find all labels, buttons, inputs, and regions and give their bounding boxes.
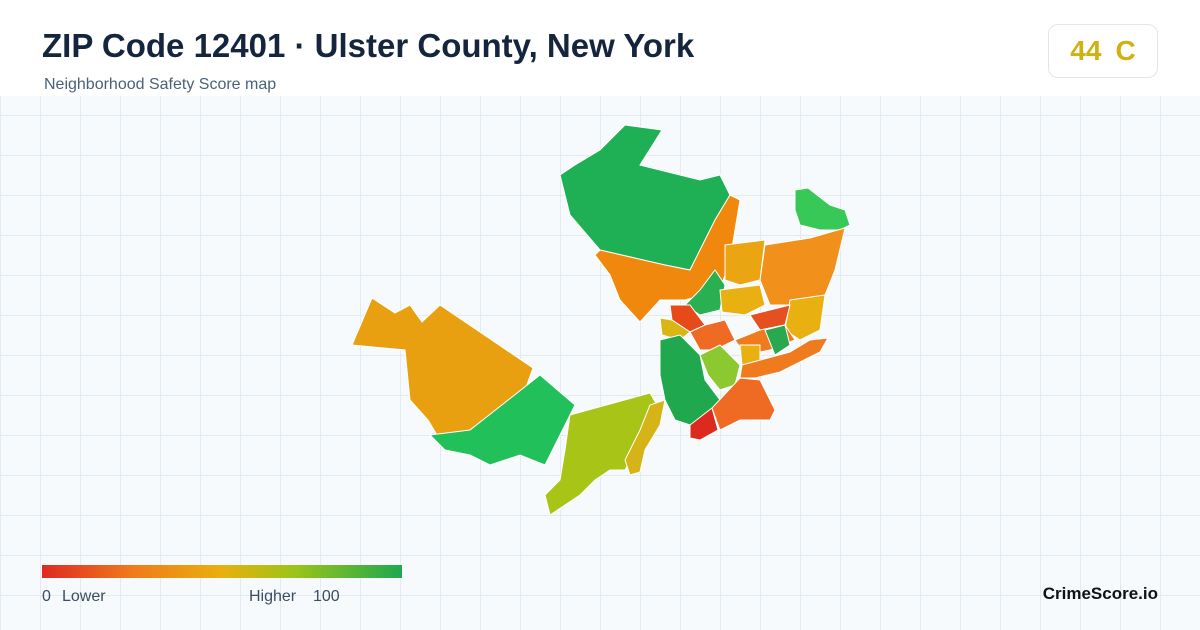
area xyxy=(428,374,576,466)
legend-max: 100 xyxy=(313,588,340,605)
title: ZIP Code 12401 · Ulster County, New York xyxy=(42,27,695,64)
header xyxy=(0,0,1200,96)
area xyxy=(689,407,719,441)
legend-bar xyxy=(42,565,402,578)
area xyxy=(759,227,846,306)
score-badge: 44 C xyxy=(1048,24,1158,78)
legend-min-label: Lower xyxy=(62,588,106,605)
area xyxy=(351,297,534,441)
area xyxy=(624,399,666,476)
legend-max-label: Higher xyxy=(249,588,297,605)
area xyxy=(739,337,829,379)
area xyxy=(719,284,766,316)
brand: CrimeScore.io xyxy=(1042,584,1158,603)
area xyxy=(724,239,766,286)
score-grade: C xyxy=(1115,35,1136,66)
area xyxy=(764,324,791,356)
area xyxy=(659,317,691,341)
area xyxy=(784,294,826,341)
legend-min: 0 xyxy=(42,588,51,605)
area xyxy=(794,187,851,231)
area xyxy=(559,124,731,271)
score-value: 44 xyxy=(1070,35,1102,66)
subtitle: Neighborhood Safety Score map xyxy=(44,76,277,93)
